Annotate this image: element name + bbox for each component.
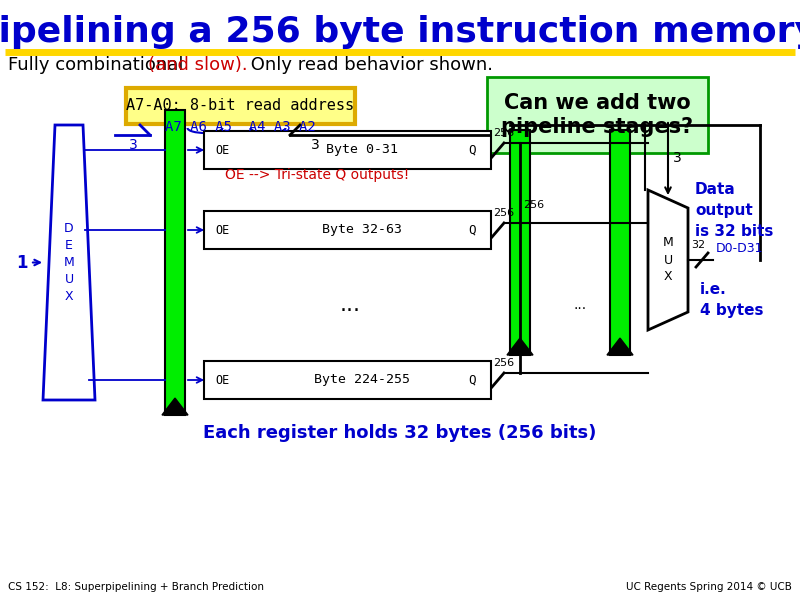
Bar	[610, 130, 630, 355]
Text: 32: 32	[691, 240, 705, 250]
Text: Each register holds 32 bytes (256 bits): Each register holds 32 bytes (256 bits)	[203, 424, 597, 442]
Text: D
E
M
U
X: D E M U X	[64, 222, 74, 303]
Polygon shape	[162, 398, 188, 415]
Text: 3: 3	[310, 138, 319, 152]
Text: i.e.
4 bytes: i.e. 4 bytes	[700, 282, 763, 318]
FancyBboxPatch shape	[204, 211, 491, 249]
Text: Pipelining a 256 byte instruction memory.: Pipelining a 256 byte instruction memory…	[0, 15, 800, 49]
Text: ...: ...	[574, 298, 586, 312]
Text: M
U
X: M U X	[662, 236, 674, 283]
Text: Byte 0-31: Byte 0-31	[326, 143, 398, 157]
Text: 3: 3	[673, 151, 682, 164]
Text: 256: 256	[493, 208, 514, 218]
Text: OE: OE	[215, 223, 230, 236]
FancyBboxPatch shape	[487, 77, 708, 153]
Polygon shape	[507, 338, 533, 355]
Bar	[510, 130, 530, 355]
FancyBboxPatch shape	[204, 361, 491, 399]
Text: Data
output
is 32 bits: Data output is 32 bits	[695, 181, 774, 238]
Text: Only read behavior shown.: Only read behavior shown.	[245, 56, 493, 74]
Bar	[165, 110, 185, 415]
Text: OE: OE	[215, 143, 230, 157]
Text: OE: OE	[215, 373, 230, 386]
Text: Byte 224-255: Byte 224-255	[314, 373, 410, 386]
Text: 256: 256	[523, 200, 544, 210]
Text: CS 152:  L8: Superpipelining + Branch Prediction: CS 152: L8: Superpipelining + Branch Pre…	[8, 582, 264, 592]
Polygon shape	[648, 190, 688, 330]
Text: 256: 256	[493, 128, 514, 138]
FancyBboxPatch shape	[126, 88, 355, 124]
Text: 256: 256	[493, 358, 514, 368]
Text: Can we add two
pipeline stages?: Can we add two pipeline stages?	[502, 94, 694, 137]
Text: A7 A6 A5  A4 A3 A2: A7 A6 A5 A4 A3 A2	[165, 120, 315, 134]
Text: Q: Q	[468, 373, 475, 386]
Text: 1: 1	[17, 253, 28, 271]
Text: A7-A0: 8-bit read address: A7-A0: 8-bit read address	[126, 98, 354, 113]
Text: 3: 3	[129, 138, 138, 152]
Text: OE --> Tri-state Q outputs!: OE --> Tri-state Q outputs!	[225, 168, 410, 182]
Text: Q: Q	[468, 143, 475, 157]
Text: Fully combinational: Fully combinational	[8, 56, 190, 74]
Text: Byte 32-63: Byte 32-63	[322, 223, 402, 236]
Text: Q: Q	[468, 223, 475, 236]
Text: D0-D31: D0-D31	[716, 242, 763, 255]
Polygon shape	[43, 125, 95, 400]
Text: UC Regents Spring 2014 © UCB: UC Regents Spring 2014 © UCB	[626, 582, 792, 592]
Polygon shape	[607, 338, 633, 355]
Text: (and slow).: (and slow).	[148, 56, 248, 74]
FancyBboxPatch shape	[204, 131, 491, 169]
Text: ...: ...	[339, 295, 361, 315]
